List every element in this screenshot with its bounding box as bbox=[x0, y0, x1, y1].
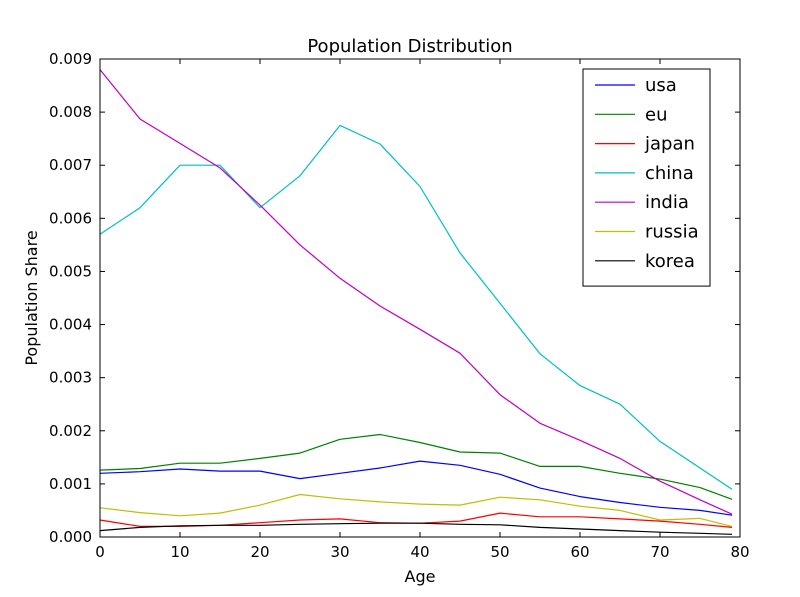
series-line-china bbox=[99, 124, 733, 490]
y-tick-label: 0.005 bbox=[49, 262, 92, 280]
series-line-usa bbox=[99, 460, 733, 516]
series-line-india bbox=[99, 69, 733, 515]
legend-label-russia: russia bbox=[645, 222, 699, 243]
y-tick-label: 0.004 bbox=[49, 316, 92, 334]
legend-label-china: china bbox=[645, 163, 694, 184]
y-tick-label: 0.000 bbox=[49, 528, 92, 546]
series-line-russia bbox=[99, 493, 733, 527]
x-tick-label: 20 bbox=[250, 543, 269, 561]
x-axis-label: Age bbox=[405, 567, 436, 586]
x-tick-label: 30 bbox=[330, 543, 349, 561]
legend: usa eu japan china india russia korea bbox=[582, 68, 711, 287]
axis-ticks: 0 10 20 30 40 50 60 70 80 0.000 0.001 0.002 0.003 0.0… bbox=[49, 50, 750, 561]
y-tick-label: 0.009 bbox=[49, 50, 92, 68]
legend-box bbox=[582, 68, 711, 287]
legend-label-korea: korea bbox=[645, 251, 695, 272]
y-axis-label: Population Share bbox=[22, 230, 41, 365]
x-tick-label: 0 bbox=[95, 543, 105, 561]
x-tick-label: 60 bbox=[570, 543, 589, 561]
x-tick-label: 70 bbox=[650, 543, 669, 561]
series-line-eu bbox=[99, 433, 733, 500]
y-tick-label: 0.003 bbox=[49, 369, 92, 387]
y-tick-label: 0.001 bbox=[49, 475, 92, 493]
legend-label-usa: usa bbox=[645, 75, 677, 96]
legend-label-japan: japan bbox=[644, 134, 695, 155]
x-tick-label: 80 bbox=[730, 543, 749, 561]
chart-title: Population Distribution bbox=[307, 36, 512, 57]
x-tick-label: 50 bbox=[490, 543, 509, 561]
y-tick-label: 0.006 bbox=[49, 209, 92, 227]
x-tick-label: 40 bbox=[410, 543, 429, 561]
legend-label-india: india bbox=[645, 192, 689, 213]
legend-label-eu: eu bbox=[645, 104, 667, 125]
y-tick-label: 0.007 bbox=[49, 156, 92, 174]
x-tick-label: 10 bbox=[170, 543, 189, 561]
plot-lines bbox=[99, 69, 733, 535]
y-tick-label: 0.002 bbox=[49, 422, 92, 440]
y-tick-label: 0.008 bbox=[49, 103, 92, 121]
series-line-korea bbox=[99, 522, 733, 535]
